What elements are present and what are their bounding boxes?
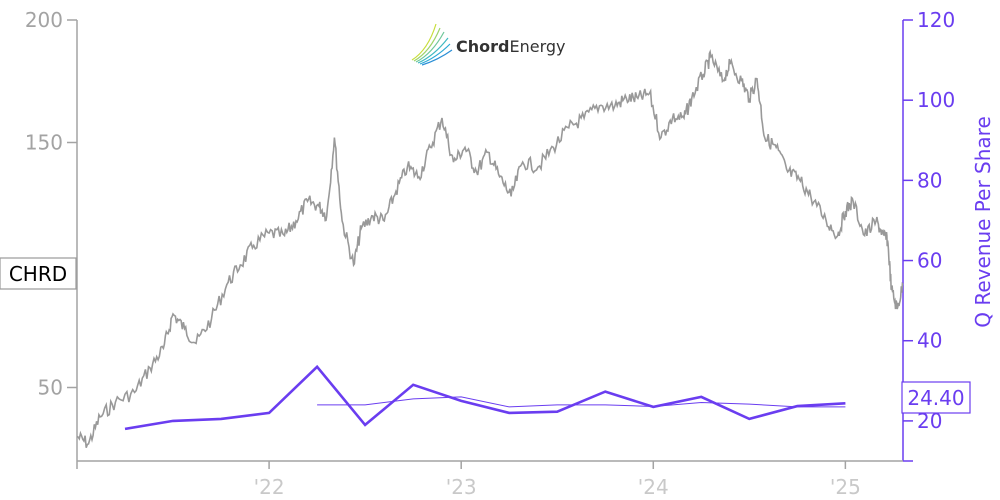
chord-energy-logo: ChordEnergy [411,23,565,66]
x-tick-label: '24 [638,475,669,499]
logo-text: ChordEnergy [456,37,565,56]
last-value-badge: 24.40 [901,381,971,414]
right-axis-label: Q Revenue Per Share [971,116,995,328]
x-tick-label: '22 [254,475,285,499]
left-tick-label: 150 [25,131,63,155]
right-tick-label: 120 [917,8,955,32]
x-tick-label: '23 [446,475,477,499]
x-axis-ticks: '22 '23 '24 '25 [76,461,861,499]
quarterly-revenue-per-share-line [124,364,846,431]
x-tick-label: '25 [830,475,861,499]
revenue-average-line [317,396,846,408]
right-tick-label: 80 [917,168,942,192]
right-tick-label: 60 [917,249,942,273]
ticker-label: CHRD [9,262,67,286]
left-tick-label: 200 [25,8,63,32]
right-tick-label: 40 [917,329,942,353]
chord-fan-icon [411,23,453,66]
left-axis-ticks: 50 150 200 [25,8,77,400]
chrd-price-line [76,48,904,448]
ticker-badge: CHRD [0,257,77,290]
right-tick-label: 100 [917,88,955,112]
last-value-label: 24.40 [907,386,964,410]
left-tick-label: 50 [38,376,63,400]
